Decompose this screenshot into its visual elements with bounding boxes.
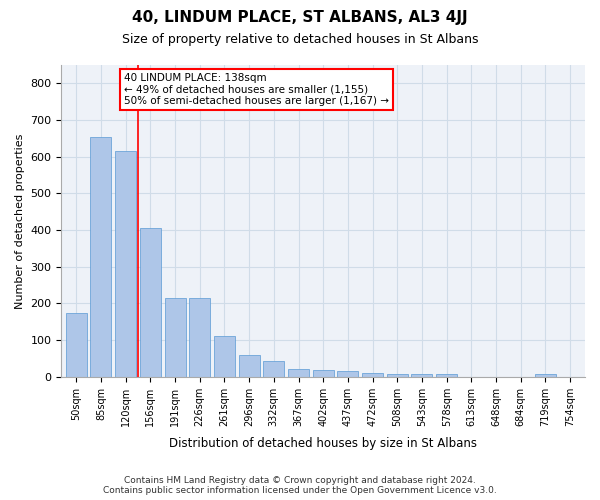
Bar <box>387 374 408 377</box>
Bar <box>189 298 210 377</box>
X-axis label: Distribution of detached houses by size in St Albans: Distribution of detached houses by size … <box>169 437 477 450</box>
Text: Contains HM Land Registry data © Crown copyright and database right 2024.
Contai: Contains HM Land Registry data © Crown c… <box>103 476 497 495</box>
Bar <box>412 374 433 377</box>
Text: Size of property relative to detached houses in St Albans: Size of property relative to detached ho… <box>122 32 478 46</box>
Bar <box>164 298 185 377</box>
Bar <box>263 361 284 377</box>
Bar <box>66 312 87 377</box>
Bar <box>288 370 309 377</box>
Bar <box>140 228 161 377</box>
Bar <box>214 336 235 377</box>
Bar <box>239 355 260 377</box>
Bar <box>362 373 383 377</box>
Text: 40 LINDUM PLACE: 138sqm
← 49% of detached houses are smaller (1,155)
50% of semi: 40 LINDUM PLACE: 138sqm ← 49% of detache… <box>124 73 389 106</box>
Bar <box>436 374 457 377</box>
Y-axis label: Number of detached properties: Number of detached properties <box>15 133 25 308</box>
Bar <box>535 374 556 377</box>
Bar <box>91 136 112 377</box>
Bar <box>337 372 358 377</box>
Bar <box>313 370 334 377</box>
Text: 40, LINDUM PLACE, ST ALBANS, AL3 4JJ: 40, LINDUM PLACE, ST ALBANS, AL3 4JJ <box>132 10 468 25</box>
Bar <box>115 151 136 377</box>
